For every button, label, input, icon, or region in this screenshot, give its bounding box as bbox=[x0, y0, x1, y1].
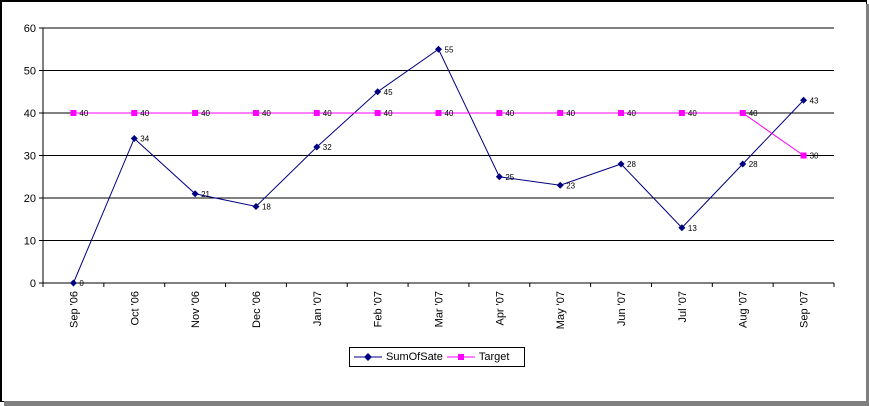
data-label: 40 bbox=[505, 109, 514, 118]
x-tick-label: Sep '07 bbox=[799, 291, 811, 328]
data-label: 45 bbox=[384, 88, 393, 97]
data-point-diamond bbox=[69, 279, 77, 287]
legend-diamond-marker-icon bbox=[354, 353, 382, 361]
legend-label-sumofsate: SumOfSate bbox=[386, 351, 443, 363]
data-point-square bbox=[678, 110, 685, 116]
legend-item-target: Target bbox=[446, 351, 510, 363]
series-layer bbox=[69, 45, 808, 287]
data-point-diamond bbox=[800, 96, 808, 104]
x-tick-label: Oct '06 bbox=[129, 291, 141, 326]
x-tick-label: Apr '07 bbox=[494, 291, 506, 326]
y-tick-label: 60 bbox=[24, 23, 36, 35]
data-labels: 0 34 21 18 32 45 55 25 23 28 13 28 43 40 40 40 40 40 40 40 4… bbox=[79, 45, 819, 288]
legend-square-marker-icon bbox=[446, 354, 475, 360]
data-point-square bbox=[192, 110, 199, 116]
data-point-square bbox=[435, 110, 442, 116]
data-label: 40 bbox=[688, 109, 697, 118]
data-label: 40 bbox=[323, 109, 332, 118]
y-tick-label: 40 bbox=[24, 108, 36, 120]
data-point-square bbox=[252, 110, 259, 116]
x-tick-label: Jun '07 bbox=[616, 291, 628, 326]
data-label: 28 bbox=[749, 160, 758, 169]
x-tick-label: Nov '06 bbox=[190, 291, 202, 328]
frame-shadow-bottom bbox=[4, 401, 869, 406]
data-point-square bbox=[739, 110, 746, 116]
x-tick-label: Sep '06 bbox=[68, 291, 80, 328]
y-tick-label: 30 bbox=[24, 151, 36, 163]
data-point-square bbox=[496, 110, 503, 116]
data-label: 40 bbox=[445, 109, 454, 118]
data-point-square bbox=[131, 110, 138, 116]
y-tick-label: 10 bbox=[24, 236, 36, 248]
x-axis-ticks: Sep '06 Oct '06 Nov '06 Dec '06 Jan '07 Feb '… bbox=[42, 283, 835, 329]
data-label: 0 bbox=[79, 279, 84, 288]
data-label: 55 bbox=[445, 45, 454, 54]
legend-item-sumofsate: SumOfSate bbox=[354, 351, 443, 363]
data-label: 40 bbox=[384, 109, 393, 118]
data-label: 40 bbox=[749, 109, 758, 118]
y-tick-label: 0 bbox=[30, 278, 36, 290]
data-point-square bbox=[374, 110, 381, 116]
data-label: 13 bbox=[688, 224, 697, 233]
data-label: 43 bbox=[810, 96, 819, 105]
gridlines bbox=[43, 27, 834, 241]
data-label: 18 bbox=[262, 203, 271, 212]
data-label: 40 bbox=[627, 109, 636, 118]
data-label: 34 bbox=[140, 135, 149, 144]
series-line bbox=[72, 48, 804, 284]
data-point-diamond bbox=[130, 135, 138, 142]
data-point-diamond bbox=[495, 173, 503, 181]
legend: SumOfSate Target bbox=[349, 347, 525, 367]
x-tick-label: Jul '07 bbox=[677, 291, 689, 322]
x-tick-label: Jan '07 bbox=[312, 291, 324, 326]
data-point-diamond bbox=[435, 45, 442, 53]
data-label: 32 bbox=[323, 143, 332, 152]
data-label: 23 bbox=[566, 181, 575, 190]
data-point-diamond bbox=[252, 203, 260, 210]
data-point-square bbox=[313, 110, 320, 116]
data-point-diamond bbox=[678, 224, 686, 232]
data-point-diamond bbox=[374, 88, 382, 96]
data-point-diamond bbox=[191, 190, 199, 198]
data-label: 28 bbox=[627, 160, 636, 169]
y-tick-label: 50 bbox=[24, 66, 36, 78]
data-label: 40 bbox=[566, 109, 575, 118]
y-tick-label: 20 bbox=[24, 193, 36, 205]
x-tick-label: Dec '06 bbox=[251, 291, 263, 328]
data-point-square bbox=[800, 152, 807, 159]
data-label: 40 bbox=[140, 109, 149, 118]
data-point-square bbox=[557, 110, 564, 116]
x-tick-label: Mar '07 bbox=[434, 291, 446, 327]
data-point-diamond bbox=[313, 143, 321, 151]
data-point-diamond bbox=[617, 160, 625, 168]
data-label: 25 bbox=[505, 173, 514, 182]
x-tick-label: Aug '07 bbox=[738, 291, 750, 328]
y-axis-ticks: 0 10 20 30 40 50 60 bbox=[24, 23, 43, 290]
data-point-square bbox=[618, 110, 625, 116]
series-line bbox=[73, 112, 804, 156]
x-tick-label: Feb '07 bbox=[373, 291, 385, 327]
data-label: 40 bbox=[201, 109, 210, 118]
axes bbox=[42, 28, 834, 284]
data-label: 40 bbox=[79, 109, 88, 118]
legend-label-target: Target bbox=[478, 351, 510, 363]
data-point-diamond bbox=[556, 181, 564, 189]
data-label: 40 bbox=[262, 109, 271, 118]
frame-shadow-right bbox=[866, 4, 869, 404]
data-label: 30 bbox=[810, 152, 819, 161]
data-point-diamond bbox=[739, 160, 747, 168]
x-tick-label: May '07 bbox=[555, 291, 567, 329]
data-label: 21 bbox=[201, 190, 210, 199]
data-point-square bbox=[70, 110, 77, 116]
